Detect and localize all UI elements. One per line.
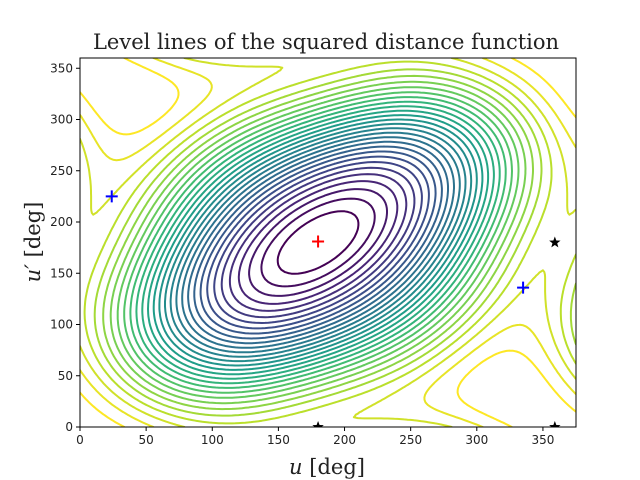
y-axis-label-symbol: u′ [21,264,45,283]
plus-marker [312,235,325,248]
y-axis-label: u′ [deg] [21,202,45,283]
contour-line [220,166,416,319]
contour-line [129,96,507,389]
contour-line [237,180,399,305]
plus-marker [105,190,118,203]
contour-line [175,131,461,354]
contour-line [141,105,495,380]
x-tick-label: 200 [333,433,356,447]
contour-line [93,68,576,417]
star-marker [549,421,561,427]
contour-line [228,173,408,312]
contour-line [199,150,437,335]
contour-line [169,127,467,358]
contour-line [80,58,576,427]
contour-line [164,122,473,363]
y-tick-label: 150 [50,266,73,280]
y-tick-label: 0 [65,420,73,434]
x-tick-label: 250 [399,433,422,447]
contour-line [158,118,478,367]
contour-lines [80,58,576,427]
y-axis-ticks: 0 50 100 150 200 250 300 350 [50,61,80,434]
contour-line [206,155,430,330]
contour-line [181,136,455,349]
x-axis-ticks: 0 50 100 150 200 250 300 350 [76,427,554,447]
contour-line [135,100,501,385]
y-tick-label: 100 [50,318,73,332]
contour-line [83,60,576,425]
x-tick-label: 100 [201,433,224,447]
y-axis-label-unit: [deg] [21,202,45,264]
x-axis-label-symbol: u [289,455,303,479]
y-tick-label: 250 [50,164,73,178]
plus-marker [517,281,530,294]
contour-line [193,145,443,340]
x-tick-label: 50 [138,433,153,447]
contour-line [152,114,484,371]
star-marker [549,236,561,248]
star-marker [312,421,324,427]
contour-line [109,80,527,405]
contour-line [80,58,576,427]
y-tick-label: 200 [50,215,73,229]
contour-line [147,109,490,376]
contour-line [260,197,376,288]
chart-title: Level lines of the squared distance func… [93,30,559,54]
x-tick-label: 150 [267,433,290,447]
contour-line [116,86,520,399]
x-axis-label: u [deg] [289,455,365,479]
contour-line [248,188,388,297]
x-tick-label: 300 [465,433,488,447]
plot-area-frame [79,57,577,428]
x-tick-label: 350 [531,433,554,447]
contour-line [213,161,423,324]
x-axis-label-unit: [deg] [303,455,365,479]
y-tick-label: 50 [58,369,73,383]
y-tick-label: 350 [50,61,73,75]
markers [105,190,561,427]
y-tick-label: 300 [50,113,73,127]
contour-line [187,140,449,345]
contour-line [102,74,534,411]
contour-line [276,210,360,275]
contour-line [123,91,513,394]
x-tick-label: 0 [76,433,84,447]
